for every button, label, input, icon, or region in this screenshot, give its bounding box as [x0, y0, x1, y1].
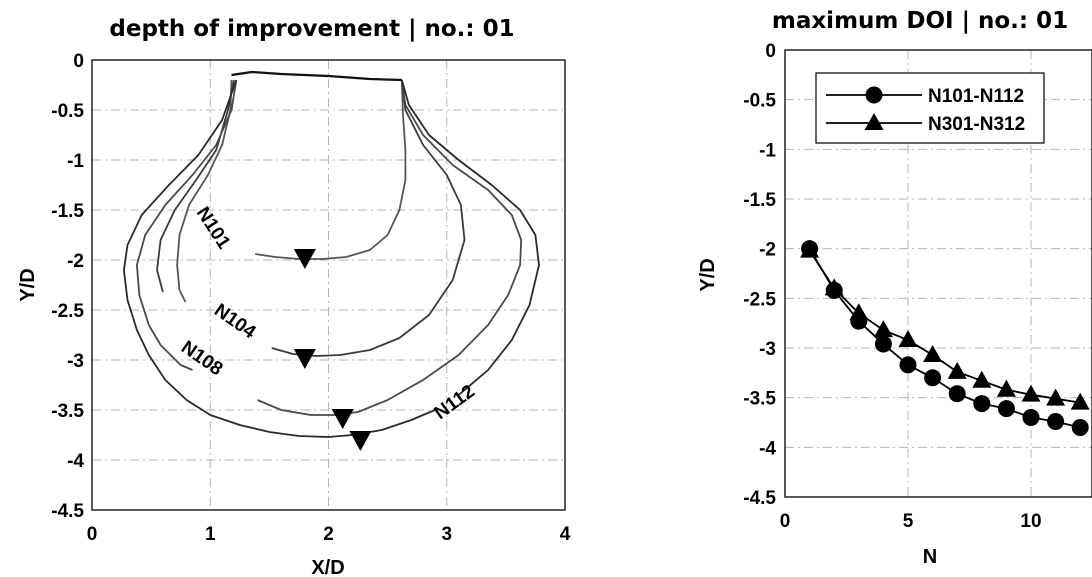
left-plot-frame	[91, 59, 566, 511]
right-series	[800, 240, 1090, 436]
point-n101-n112	[973, 395, 991, 413]
point-n301-n312	[824, 278, 844, 296]
point-n301-n312	[1070, 392, 1090, 410]
left-grid	[92, 60, 565, 510]
point-n301-n312	[898, 330, 918, 348]
left-x-axis-label: X/D	[311, 557, 344, 577]
min-marker-n112	[349, 431, 372, 451]
curve-label-n104: N104	[210, 300, 260, 344]
point-n101-n112	[1047, 413, 1065, 431]
curve-label-n101: N101	[192, 203, 235, 253]
right-y-tick-label: -2	[759, 240, 776, 261]
point-n101-n112	[948, 385, 966, 403]
left-tick-labels: 0 1 2 3 4 0 -0.5 -1 -1.5 -2 -2.5 -3 -3.5 -4 -4.5	[51, 51, 570, 545]
legend-triangle-marker	[864, 113, 884, 130]
left-y-axis-label: Y/D	[17, 268, 39, 301]
curve-n108-right-branch	[257, 79, 523, 416]
left-y-tick-label: -3.5	[51, 401, 84, 422]
left-y-tick-label: -1.5	[51, 201, 84, 222]
legend-circle-marker	[865, 86, 883, 104]
point-n301-n312	[972, 370, 992, 388]
right-y-tick-label: -0.5	[743, 91, 776, 112]
curve-n104-right-branch	[271, 79, 466, 357]
point-n101-n112	[1071, 418, 1089, 436]
curve-n108-left-branch	[135, 79, 238, 371]
left-x-tick-label: 2	[323, 524, 334, 545]
curve-n101-left-branch	[176, 79, 233, 303]
legend-label-n101-n112: N101-N112	[928, 86, 1024, 107]
right-y-tick-label: -3.5	[743, 389, 776, 410]
point-n101-n112	[1022, 409, 1040, 427]
left-y-tick-label: -2	[67, 251, 84, 272]
legend-label-n301-n312: N301-N312	[928, 114, 1025, 135]
curve-n101-right-branch	[255, 79, 407, 260]
right-y-tick-label: -4.5	[743, 488, 776, 509]
left-y-tick-label: -3	[67, 351, 84, 372]
point-n301-n312	[1046, 388, 1066, 406]
left-x-tick-label: 3	[441, 524, 452, 545]
left-y-tick-label: -0.5	[51, 101, 84, 122]
left-x-tick-label: 4	[560, 524, 571, 545]
point-n101-n112	[997, 400, 1015, 418]
right-x-tick-label: 0	[780, 511, 791, 532]
point-n301-n312	[996, 379, 1016, 397]
point-n101-n112	[874, 335, 892, 353]
left-y-tick-label: -4	[67, 451, 84, 472]
right-x-axis-label: N	[923, 546, 937, 568]
left-chart-title: depth of improvement | no.: 01	[109, 16, 514, 42]
right-y-tick-label: -4	[759, 438, 776, 459]
curve-label-n108: N108	[177, 337, 226, 380]
point-n301-n312	[849, 303, 869, 321]
right-chart-title: maximum DOI | no.: 01	[772, 8, 1068, 34]
left-min-markers	[293, 249, 372, 451]
left-x-tick-label: 1	[205, 524, 216, 545]
curve-n112-right-branch	[400, 79, 540, 396]
right-x-tick-label: 5	[903, 511, 914, 532]
right-y-tick-label: -3	[759, 339, 776, 360]
min-marker-n101	[293, 249, 316, 269]
depth-of-improvement-chart: depth of improvement | no.: 01 X/D Y/D 0…	[17, 16, 571, 577]
left-y-tick-label: 0	[73, 51, 84, 72]
right-tick-labels: 0 5 10 0 -0.5 -1 -1.5 -2 -2.5 -3 -3.5 -4 -4.5	[743, 41, 1041, 532]
maximum-doi-chart: maximum DOI | no.: 01 N Y/D 0 5 10 0 -0.5 -1 -…	[697, 8, 1092, 568]
point-n301-n312	[873, 320, 893, 338]
series-line-n301-n312	[808, 250, 1081, 404]
right-plot-frame	[784, 49, 1092, 498]
curve-label-n112: N112	[431, 381, 479, 424]
left-y-tick-label: -1	[67, 151, 84, 172]
point-n301-n312	[947, 361, 967, 379]
left-y-tick-label: -2.5	[51, 301, 84, 322]
left-curves	[123, 70, 540, 438]
right-y-tick-label: -1.5	[743, 190, 776, 211]
point-n101-n112	[899, 356, 917, 374]
point-n301-n312	[923, 344, 943, 362]
top-boundary-line	[231, 70, 402, 82]
right-y-tick-label: 0	[765, 41, 776, 62]
right-y-tick-label: -2.5	[743, 289, 776, 310]
curve-n104-left-branch	[156, 79, 235, 293]
min-marker-n104	[293, 349, 316, 369]
right-x-tick-label: 10	[1020, 511, 1041, 532]
point-n301-n312	[1021, 384, 1041, 402]
left-x-tick-label: 0	[87, 524, 98, 545]
point-n101-n112	[924, 369, 942, 387]
curve-n112-left-branch	[123, 79, 436, 438]
legend: N101-N112 N301-N312	[815, 72, 1045, 144]
min-marker-n108	[331, 409, 354, 429]
legend-box	[815, 72, 1045, 144]
point-n301-n312	[800, 240, 820, 258]
right-y-axis-label: Y/D	[697, 258, 719, 291]
right-y-tick-label: -1	[759, 140, 776, 161]
left-y-tick-label: -4.5	[51, 501, 84, 522]
